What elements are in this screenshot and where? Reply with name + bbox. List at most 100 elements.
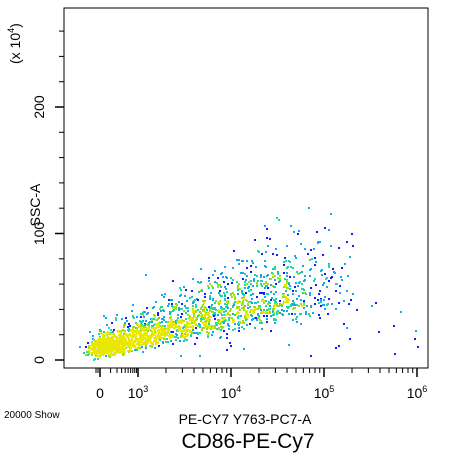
- event-dot: [264, 225, 266, 227]
- event-dot: [218, 311, 220, 313]
- event-dot: [241, 304, 243, 306]
- event-dot: [340, 276, 342, 278]
- event-dot: [200, 268, 202, 270]
- event-dot: [217, 322, 219, 324]
- event-dot: [239, 322, 241, 324]
- event-dot: [106, 334, 108, 336]
- event-dot: [252, 312, 254, 314]
- event-dot: [88, 347, 90, 349]
- event-dot: [142, 343, 144, 345]
- event-dot: [288, 283, 290, 285]
- event-dot: [237, 302, 239, 304]
- event-dot: [119, 352, 121, 354]
- event-dot: [220, 286, 222, 288]
- event-dot: [208, 327, 210, 329]
- event-dot: [330, 245, 332, 247]
- event-dot: [299, 272, 301, 274]
- event-dot: [168, 332, 170, 334]
- event-dot: [251, 319, 253, 321]
- event-dot: [263, 300, 265, 302]
- event-dot: [191, 332, 193, 334]
- event-dot: [195, 306, 197, 308]
- event-dot: [268, 309, 270, 311]
- event-dot: [279, 312, 281, 314]
- event-dot: [308, 313, 310, 315]
- event-dot: [246, 260, 248, 262]
- event-dot: [214, 302, 216, 304]
- event-dot: [246, 324, 248, 326]
- event-dot: [331, 303, 333, 305]
- event-dot: [332, 268, 334, 270]
- event-dot: [220, 329, 222, 331]
- event-dot: [248, 301, 250, 303]
- event-dot: [185, 307, 187, 309]
- event-dot: [83, 352, 85, 354]
- event-dot: [160, 334, 162, 336]
- event-dot: [263, 315, 265, 317]
- event-dot: [284, 278, 286, 280]
- event-dot: [172, 343, 174, 345]
- event-dot: [293, 276, 295, 278]
- event-dot: [133, 317, 135, 319]
- event-dot: [325, 278, 327, 280]
- event-dot: [124, 330, 126, 332]
- event-dot: [243, 294, 245, 296]
- event-dot: [323, 304, 325, 306]
- event-dot: [161, 306, 163, 308]
- event-dot: [260, 276, 262, 278]
- event-dot: [265, 282, 267, 284]
- event-dot: [322, 284, 324, 286]
- event-dot: [245, 319, 247, 321]
- event-dot: [229, 342, 231, 344]
- event-dot: [195, 319, 197, 321]
- event-dot: [306, 305, 308, 307]
- event-dot: [286, 280, 288, 282]
- event-dot: [183, 320, 185, 322]
- event-dot: [305, 293, 307, 295]
- event-dot: [213, 315, 215, 317]
- event-dot: [162, 342, 164, 344]
- event-dot: [207, 334, 209, 336]
- event-dot: [208, 277, 210, 279]
- event-dot: [245, 292, 247, 294]
- event-dot: [147, 330, 149, 332]
- event-dot: [292, 293, 294, 295]
- event-dot: [128, 330, 130, 332]
- event-dot: [278, 281, 280, 283]
- event-dot: [285, 284, 287, 286]
- event-dot: [252, 262, 254, 264]
- event-dot: [97, 358, 99, 360]
- event-dot: [156, 337, 158, 339]
- event-dot: [296, 271, 298, 273]
- event-dot: [111, 333, 113, 335]
- event-dot: [265, 305, 267, 307]
- event-dot: [230, 294, 232, 296]
- event-dot: [146, 324, 148, 326]
- event-dot: [189, 297, 191, 299]
- event-dot: [120, 331, 122, 333]
- event-dot: [145, 345, 147, 347]
- event-dot: [134, 341, 136, 343]
- event-dot: [275, 291, 277, 293]
- event-dot: [242, 272, 244, 274]
- event-dot: [185, 318, 187, 320]
- event-dot: [294, 255, 296, 257]
- event-dot: [259, 322, 261, 324]
- event-dot: [266, 321, 268, 323]
- event-dot: [146, 313, 148, 315]
- event-dot: [269, 238, 271, 240]
- event-dot: [255, 317, 257, 319]
- event-dot: [305, 311, 307, 313]
- event-dot: [103, 331, 105, 333]
- event-dot: [247, 304, 249, 306]
- event-dot: [264, 296, 266, 298]
- event-dot: [186, 335, 188, 337]
- event-dot: [257, 301, 259, 303]
- event-dot: [212, 311, 214, 313]
- event-dot: [188, 326, 190, 328]
- event-dot: [136, 343, 138, 345]
- event-dot: [263, 276, 265, 278]
- event-dot: [343, 300, 345, 302]
- event-dot: [140, 313, 142, 315]
